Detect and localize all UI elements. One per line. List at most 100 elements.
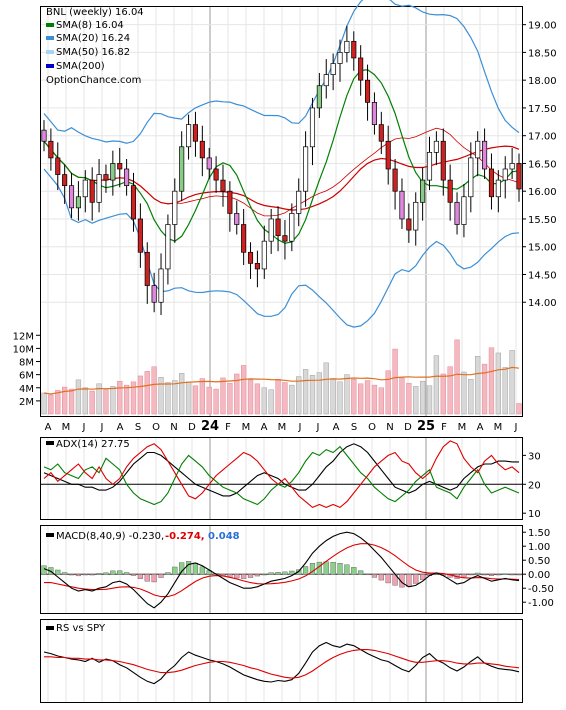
macd-histogram-bar [323, 561, 329, 575]
candle-body [406, 218, 412, 231]
macd-histogram-bar [261, 574, 267, 576]
macd-legend: MACD(8,40,9) -0.230, -0.274, 0.048 [46, 531, 240, 542]
legend-sma20: SMA(20) 16.24 [56, 33, 130, 44]
price-y-tick: 17.50 [528, 104, 557, 115]
macd-histogram-bar [172, 566, 178, 575]
macd-value: -0.274, [165, 531, 205, 542]
volume-bar [323, 362, 329, 415]
candle-body [199, 140, 205, 159]
x-tick-label: 25 [417, 419, 435, 434]
candle-body [495, 179, 501, 198]
adx-series-1 [43, 445, 520, 506]
macd-histogram-bar [468, 574, 474, 576]
macd-histogram-bar [344, 564, 350, 575]
volume-bar [419, 380, 426, 415]
macd-histogram-bar [96, 573, 102, 575]
volume-bar [385, 370, 391, 415]
macd-histogram-bar [247, 574, 254, 578]
volume-bar [413, 386, 419, 415]
bollinger-lower [43, 168, 520, 328]
candle-body [55, 157, 61, 175]
price-y-tick: 18.50 [528, 48, 557, 59]
macd-histogram-bar [254, 574, 261, 577]
volume-bar [240, 365, 247, 415]
volume-bar [289, 384, 295, 415]
volume-bar [358, 383, 364, 415]
volume-bar [302, 369, 309, 415]
macd-histogram-bar [358, 570, 364, 575]
candle-body [303, 146, 309, 192]
rs-series-0 [43, 641, 520, 685]
candle-body [392, 168, 398, 192]
volume-bar [82, 387, 88, 415]
volume-bar [220, 377, 226, 415]
adx-y-tick: 20 [528, 480, 541, 491]
volume-bar [481, 363, 488, 415]
macd-histogram-bar [502, 573, 508, 575]
macd-histogram-bar [302, 566, 309, 575]
candle-body [440, 140, 446, 181]
volume-bar [399, 377, 405, 415]
candle-body [502, 168, 508, 181]
macd-panel [40, 525, 523, 614]
volume-bar [502, 367, 508, 415]
macd-histogram-bar [413, 574, 419, 584]
watermark: OptionChance.com [46, 75, 141, 86]
x-tick-label: J [298, 422, 302, 433]
x-tick-label: A [477, 422, 484, 433]
volume-bar [41, 392, 47, 415]
candle-body [68, 185, 75, 209]
candle-body [447, 179, 453, 203]
adx-panel [40, 437, 523, 520]
x-tick-label: M [494, 422, 503, 433]
macd-histogram-bar [399, 574, 405, 588]
macd-histogram-bar [199, 566, 205, 575]
macd-histogram-bar [378, 574, 384, 581]
volume-bar [378, 387, 384, 415]
legend-sma20-swatch [46, 36, 54, 40]
macd-histogram-bar [68, 574, 75, 576]
volume-bar [103, 389, 109, 415]
x-tick-label: O [152, 422, 160, 433]
macd-histogram-bar [371, 574, 378, 578]
candle-body [282, 235, 288, 242]
legend-sma50-swatch [46, 50, 54, 54]
candle-body [323, 74, 329, 87]
candle-body [351, 40, 357, 59]
candle-body [509, 163, 515, 170]
volume-bar [48, 394, 54, 415]
macd-y-tick: 0.50 [528, 556, 550, 567]
candle-body [213, 168, 219, 181]
macd-histogram-bar [130, 574, 137, 576]
price-y-tick: 14.00 [528, 298, 557, 309]
candle-body [151, 285, 157, 303]
candle-body [399, 190, 405, 220]
volume-bar [488, 347, 495, 415]
rs-legend: RS vs SPY [46, 623, 106, 634]
x-tick-label: A [117, 422, 124, 433]
volume-y-tick: 12M [13, 331, 34, 342]
macd-histogram-bar [351, 567, 357, 575]
price-panel [40, 6, 523, 417]
bollinger-upper [43, 0, 520, 144]
macd-signal-line [44, 543, 520, 598]
volume-bar [123, 384, 130, 415]
candle-body [137, 218, 143, 253]
volume-bar [440, 373, 446, 415]
rs-title: RS vs SPY [56, 623, 106, 634]
candle-body [234, 213, 240, 225]
x-tick-label: J [100, 422, 104, 433]
volume-bar [165, 382, 171, 415]
macd-histogram-bar [185, 561, 192, 575]
volume-bar [351, 378, 357, 415]
macd-histogram-bar [275, 571, 281, 575]
volume-bar [117, 380, 123, 415]
x-tick-label: 24 [201, 419, 219, 434]
candle-body [261, 240, 267, 270]
macd-histogram-bar [495, 574, 501, 576]
x-tick-label: N [170, 422, 177, 433]
macd-histogram-bar [103, 572, 109, 575]
macd-histogram-bar [420, 574, 426, 580]
candle-body [48, 140, 54, 159]
adx-title: ADX(14) 27.75 [56, 439, 130, 450]
